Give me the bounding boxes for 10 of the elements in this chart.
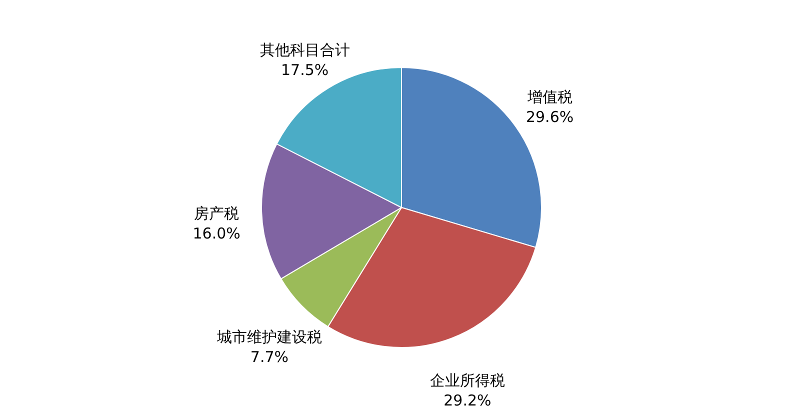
slice-label: 房产税 <box>194 204 240 222</box>
slice-label: 城市维护建设税 <box>216 328 322 346</box>
slice-label: 增值税 <box>526 88 572 106</box>
data-label: 29.6% <box>526 108 574 126</box>
data-label: 7.7% <box>250 348 289 366</box>
data-label: 16.0% <box>192 224 240 242</box>
data-label: 29.2% <box>444 391 492 410</box>
data-label: 17.5% <box>281 60 329 79</box>
slice-label: 企业所得税 <box>430 371 505 390</box>
slice-label: 其他科目合计 <box>260 40 350 59</box>
